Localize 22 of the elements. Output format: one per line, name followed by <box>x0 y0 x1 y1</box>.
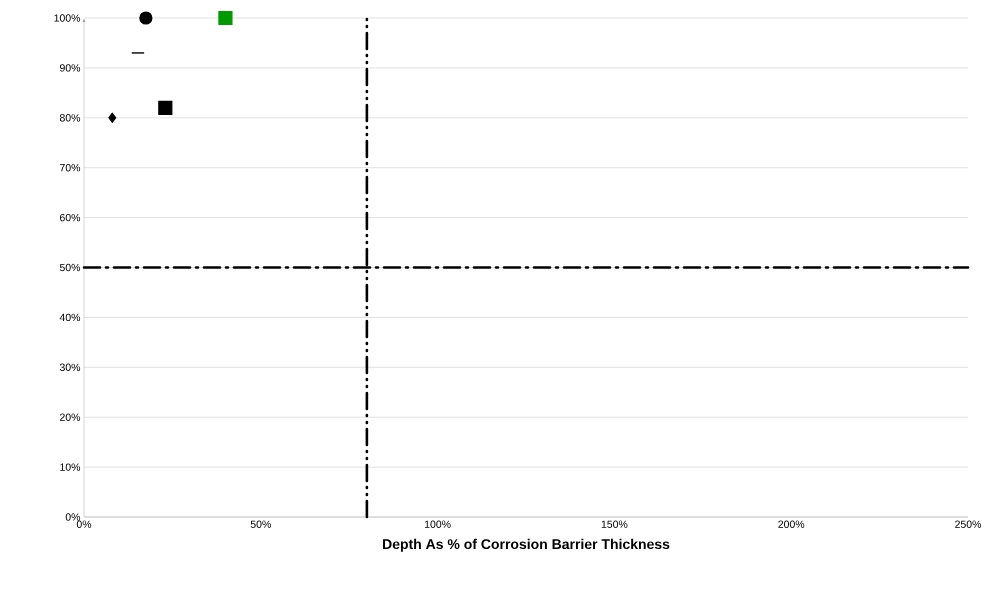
y-tick-label: 80% <box>59 114 81 122</box>
x-tick-label: 150% <box>601 520 628 528</box>
y-tick-label: 0% <box>65 513 81 521</box>
point <box>158 100 173 115</box>
x-tick-label: 0% <box>76 520 92 528</box>
y-tick-label: 50% <box>59 263 81 272</box>
y-tick-label: 10% <box>60 463 81 471</box>
x-tick-label: 50% <box>250 520 271 528</box>
point <box>218 10 233 26</box>
point <box>108 112 117 123</box>
y-tick-label: 40% <box>59 313 81 322</box>
y-tick-label: 60% <box>60 213 81 222</box>
point <box>139 11 153 25</box>
y-tick-label: 70% <box>60 163 81 172</box>
y-tick-label: 20% <box>60 413 81 421</box>
x-axis-title: Depth As % of Corrosion Barrier Thickness <box>383 538 670 552</box>
y-tick-label: 90% <box>59 64 81 72</box>
y-tick-label: 100% <box>54 14 81 22</box>
y-tick-label: 30% <box>59 363 81 372</box>
x-tick-label: 250% <box>955 520 982 528</box>
x-tick-label: 200% <box>778 520 805 528</box>
x-tick-label: 100% <box>424 520 451 528</box>
